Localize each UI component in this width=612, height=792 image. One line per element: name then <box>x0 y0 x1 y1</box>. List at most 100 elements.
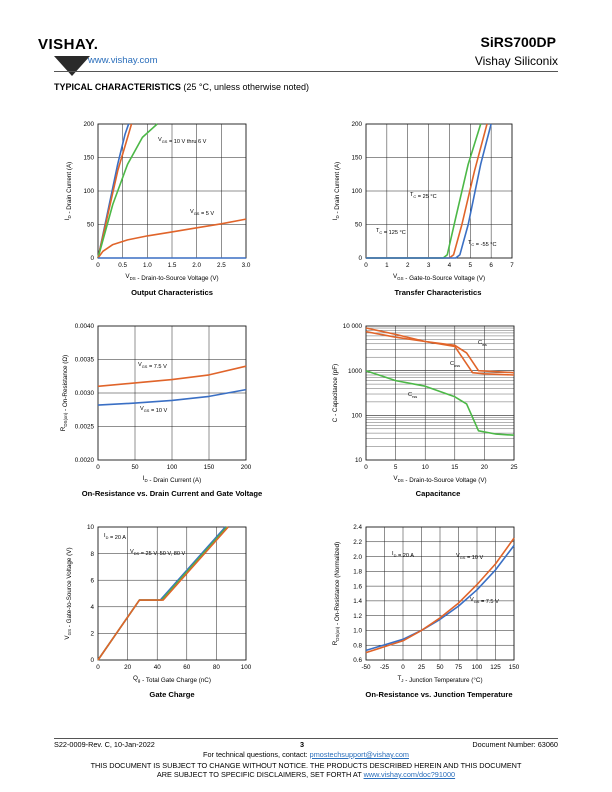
x-tick-label: 60 <box>183 664 191 671</box>
x-tick-label: 20 <box>124 664 132 671</box>
chart-capacitance: 0 5 10 15 20 25 10 100 1000 10 000 VDS - Drain-to-… <box>332 323 518 484</box>
y-tick-label: 10 <box>355 457 363 464</box>
section-heading: TYPICAL CHARACTERISTICS (25 °C, unless o… <box>54 82 309 92</box>
chart-transfer: 0 1 2 3 4 5 6 7 0 50 100 150 200 VGS - Gate-to-Source… <box>332 121 514 282</box>
y-tick-label: 2.4 <box>353 524 362 531</box>
x-axis-label: VGS - Gate-to-Source Voltage (V) <box>393 273 485 282</box>
y-tick-label: 0.0035 <box>75 357 95 364</box>
contact-email-link[interactable]: pmostechsupport@vishay.com <box>309 750 409 759</box>
chart-annotation: VGS = 7.5 V <box>470 597 499 605</box>
y-tick-label: 200 <box>351 121 362 128</box>
x-axis-label: Qg - Total Gate Charge (nC) <box>133 675 211 684</box>
series-line <box>365 545 515 652</box>
section-subtitle: (25 °C, unless otherwise noted) <box>183 82 310 92</box>
y-tick-label: 200 <box>83 121 94 128</box>
x-tick-label: 25 <box>510 464 518 471</box>
contact-line: For technical questions, contact: pmoste… <box>0 750 612 759</box>
header-divider <box>54 71 558 72</box>
x-tick-label: 75 <box>455 664 463 671</box>
y-tick-label: 0.0030 <box>75 390 95 397</box>
x-tick-label: 200 <box>241 464 252 471</box>
caption-ron-tj: On-Resistance vs. Junction Temperature <box>365 690 513 699</box>
logo-triangle-icon <box>54 56 90 76</box>
plot-frame <box>365 325 515 461</box>
chart-annotation: VGS = 10 V <box>140 406 168 414</box>
x-tick-label: 1.5 <box>168 262 177 269</box>
section-title: TYPICAL CHARACTERISTICS <box>54 82 181 92</box>
y-tick-label: 8 <box>90 551 94 558</box>
x-tick-label: 20 <box>481 464 489 471</box>
y-tick-label: 0.0020 <box>75 457 95 464</box>
plot-frame <box>97 526 247 661</box>
x-axis-label: TJ - Junction Temperature (°C) <box>397 675 482 684</box>
chart-annotation: TC = 25 °C <box>410 192 437 200</box>
series-line <box>365 369 515 436</box>
x-tick-label: -50 <box>361 664 371 671</box>
chart-annotation: TC = 125 °C <box>376 228 406 236</box>
series-line <box>97 388 247 406</box>
x-tick-label: 50 <box>436 664 444 671</box>
series-line <box>97 218 247 259</box>
document-number: Document Number: 63060 <box>472 740 558 749</box>
x-tick-label: 80 <box>213 664 221 671</box>
y-tick-label: 100 <box>351 413 362 420</box>
y-tick-label: 6 <box>90 577 94 584</box>
x-tick-label: 5 <box>394 464 398 471</box>
x-tick-label: 5 <box>469 262 473 269</box>
x-tick-label: 150 <box>204 464 215 471</box>
x-tick-label: 50 <box>131 464 139 471</box>
x-tick-label: 3.0 <box>242 262 251 269</box>
x-tick-label: 0.5 <box>118 262 127 269</box>
x-tick-label: 0 <box>364 262 368 269</box>
caption-capacitance: Capacitance <box>415 489 461 498</box>
x-tick-label: 0 <box>401 664 405 671</box>
y-tick-label: 150 <box>351 155 362 162</box>
caption-output: Output Characteristics <box>131 288 213 297</box>
x-tick-label: 7 <box>510 262 514 269</box>
chart-annotation: ID = 20 A <box>392 551 414 559</box>
chart-annotation: VGS = 10 V thru 6 V <box>158 137 207 145</box>
y-tick-label: 0.8 <box>353 642 362 649</box>
x-tick-label: 100 <box>472 664 483 671</box>
y-axis-label: RDS(on) - On-Resistance (Ω) <box>60 355 69 431</box>
x-axis-label: VDS - Drain-to-Source Voltage (V) <box>125 273 218 282</box>
y-tick-label: 50 <box>87 222 95 229</box>
chart-ron_tj: -50 -25 0 25 50 75 100 125 150 0.6 0.8 1.0 1.2 1.4 1.6… <box>332 524 520 684</box>
y-tick-label: 150 <box>83 155 94 162</box>
y-axis-label: ID - Drain Current (A) <box>332 162 341 220</box>
series-line <box>97 526 226 661</box>
vishay-logo[interactable]: VISHAY. <box>38 28 118 78</box>
x-tick-label: 100 <box>167 464 178 471</box>
y-axis-label: RDS(on) - On-Resistance (Normalized) <box>332 542 341 646</box>
x-tick-label: 2.0 <box>192 262 201 269</box>
y-tick-label: 2 <box>90 631 94 638</box>
x-tick-label: 1.0 <box>143 262 152 269</box>
disclaimer-link[interactable]: www.vishay.com/doc?91000 <box>363 770 456 779</box>
y-tick-label: 100 <box>83 188 94 195</box>
part-number: SiRS700DP <box>480 34 556 50</box>
chart-annotation: ID = 20 A <box>104 533 126 541</box>
y-tick-label: 10 <box>87 524 95 531</box>
plot-frame <box>365 526 515 661</box>
website-link[interactable]: www.vishay.com <box>88 55 158 66</box>
series-line <box>366 123 492 259</box>
x-tick-label: 0 <box>364 464 368 471</box>
y-tick-label: 1000 <box>348 368 363 375</box>
chart-output: 0 0.5 1.0 1.5 2.0 2.5 3.0 0 50 100 150 200 VDS - Dra… <box>64 121 251 282</box>
y-tick-label: 1.0 <box>353 628 362 635</box>
y-tick-label: 2.2 <box>353 539 362 546</box>
x-tick-label: 0 <box>96 464 100 471</box>
caption-gate-charge: Gate Charge <box>149 690 195 699</box>
y-axis-label: VGS - Gate-to-Source Voltage (V) <box>64 547 73 639</box>
footer-divider <box>54 738 558 739</box>
y-tick-label: 1.2 <box>353 613 362 620</box>
y-tick-label: 1.4 <box>353 598 362 605</box>
caption-ron-id: On-Resistance vs. Drain Current and Gate… <box>81 489 263 498</box>
x-tick-label: 10 <box>422 464 430 471</box>
disclaimer-line-1: THIS DOCUMENT IS SUBJECT TO CHANGE WITHO… <box>90 761 522 770</box>
doc-revision: S22-0009-Rev. C, 10-Jan-2022 <box>54 740 155 749</box>
x-tick-label: 3 <box>427 262 431 269</box>
chart-annotation: VGS = 5 V <box>190 209 214 217</box>
disclaimer-prefix: ARE SUBJECT TO SPECIFIC DISCLAIMERS, SET… <box>156 770 364 779</box>
plot-frame <box>97 325 247 461</box>
